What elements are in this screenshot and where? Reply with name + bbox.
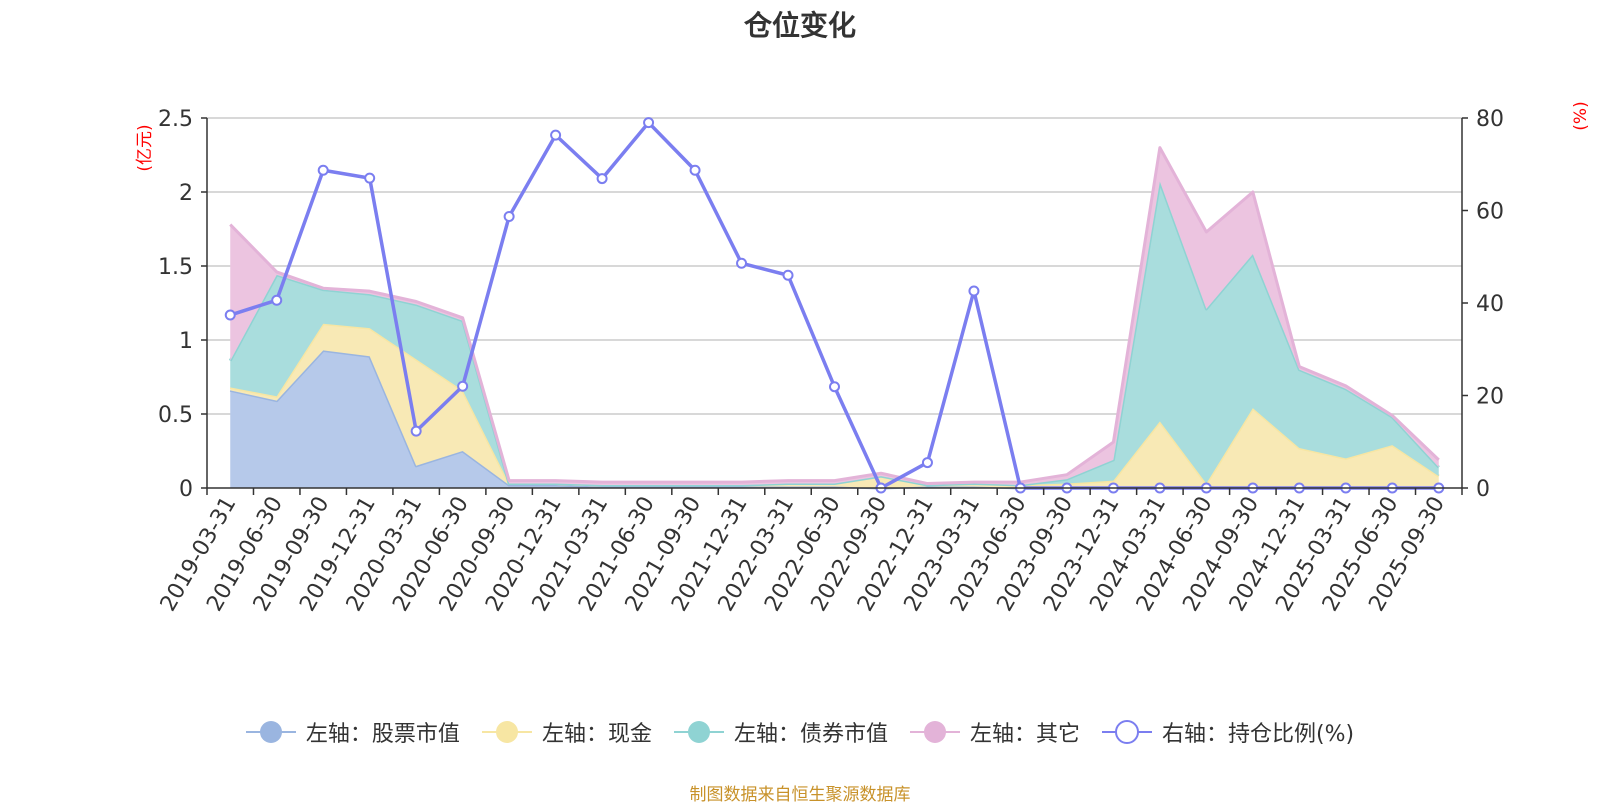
ratio-point xyxy=(410,425,422,437)
legend-marker-other xyxy=(909,721,960,743)
legend-item-ratio[interactable]: 右轴：持仓比例(%) xyxy=(1101,716,1355,748)
area-series-1 xyxy=(230,323,1439,488)
legend-label: 左轴：债券市值 xyxy=(733,722,888,747)
right-axis-tick-label: 20 xyxy=(1476,385,1504,410)
right-axis-tick-label: 40 xyxy=(1476,292,1504,317)
legend-item-cash[interactable]: 左轴：现金 xyxy=(481,716,652,748)
ratio-point xyxy=(643,117,655,129)
ratio-point xyxy=(736,257,748,269)
ratio-point xyxy=(271,294,283,306)
ratio-point xyxy=(503,211,515,223)
left-axis-tick-label: 2.5 xyxy=(158,107,193,132)
legend-label: 左轴：股票市值 xyxy=(305,722,460,747)
legend-marker-stock xyxy=(245,721,296,743)
legend-marker-cash xyxy=(481,721,532,743)
ratio-point xyxy=(782,269,794,281)
right-axis-tick-label: 0 xyxy=(1476,477,1490,502)
right-axis-unit: (%) xyxy=(1571,101,1591,130)
left-axis-tick-label: 1.5 xyxy=(158,255,193,280)
ratio-point xyxy=(457,380,469,392)
ratio-point xyxy=(224,309,236,321)
data-source-note: 制图数据来自恒生聚源数据库 xyxy=(689,785,911,805)
legend-marker-bond xyxy=(673,721,724,743)
ratio-point xyxy=(317,164,329,176)
legend-item-other[interactable]: 左轴：其它 xyxy=(909,716,1080,748)
legend-marker-ratio xyxy=(1101,720,1152,744)
legend-label: 左轴：现金 xyxy=(541,722,652,747)
area-series-2 xyxy=(230,181,1439,486)
chart-legend: 左轴：股票市值 左轴：现金 左轴：债券市值 左轴：其它 右轴：持仓比例(%) xyxy=(0,716,1600,748)
left-axis-unit: (亿元) xyxy=(135,124,155,171)
left-axis-tick-label: 0.5 xyxy=(158,403,193,428)
ratio-point xyxy=(364,172,376,184)
ratio-point xyxy=(921,457,933,469)
ratio-point xyxy=(829,381,840,393)
position-change-chart: 00.511.522.50204060802019-03-312019-06-3… xyxy=(135,101,1591,615)
ratio-point xyxy=(596,173,608,185)
left-axis-tick-label: 0 xyxy=(179,477,193,502)
legend-item-bond[interactable]: 左轴：债券市值 xyxy=(673,716,888,748)
left-axis-tick-label: 2 xyxy=(179,181,193,206)
right-axis-tick-label: 80 xyxy=(1476,107,1504,132)
right-axis-tick-label: 60 xyxy=(1476,200,1504,225)
legend-label: 左轴：其它 xyxy=(969,722,1080,747)
area-series-0 xyxy=(230,350,1439,488)
ratio-point xyxy=(689,164,701,176)
stacked-areas xyxy=(228,146,1440,490)
ratio-point xyxy=(550,129,562,141)
legend-label: 右轴：持仓比例(%) xyxy=(1161,722,1355,747)
area-series-edge-3 xyxy=(229,146,1440,486)
ratio-point xyxy=(968,285,980,297)
left-axis-tick-label: 1 xyxy=(179,329,193,354)
legend-item-stock[interactable]: 左轴：股票市值 xyxy=(245,716,460,748)
chart-title: 仓位变化 xyxy=(743,9,856,42)
